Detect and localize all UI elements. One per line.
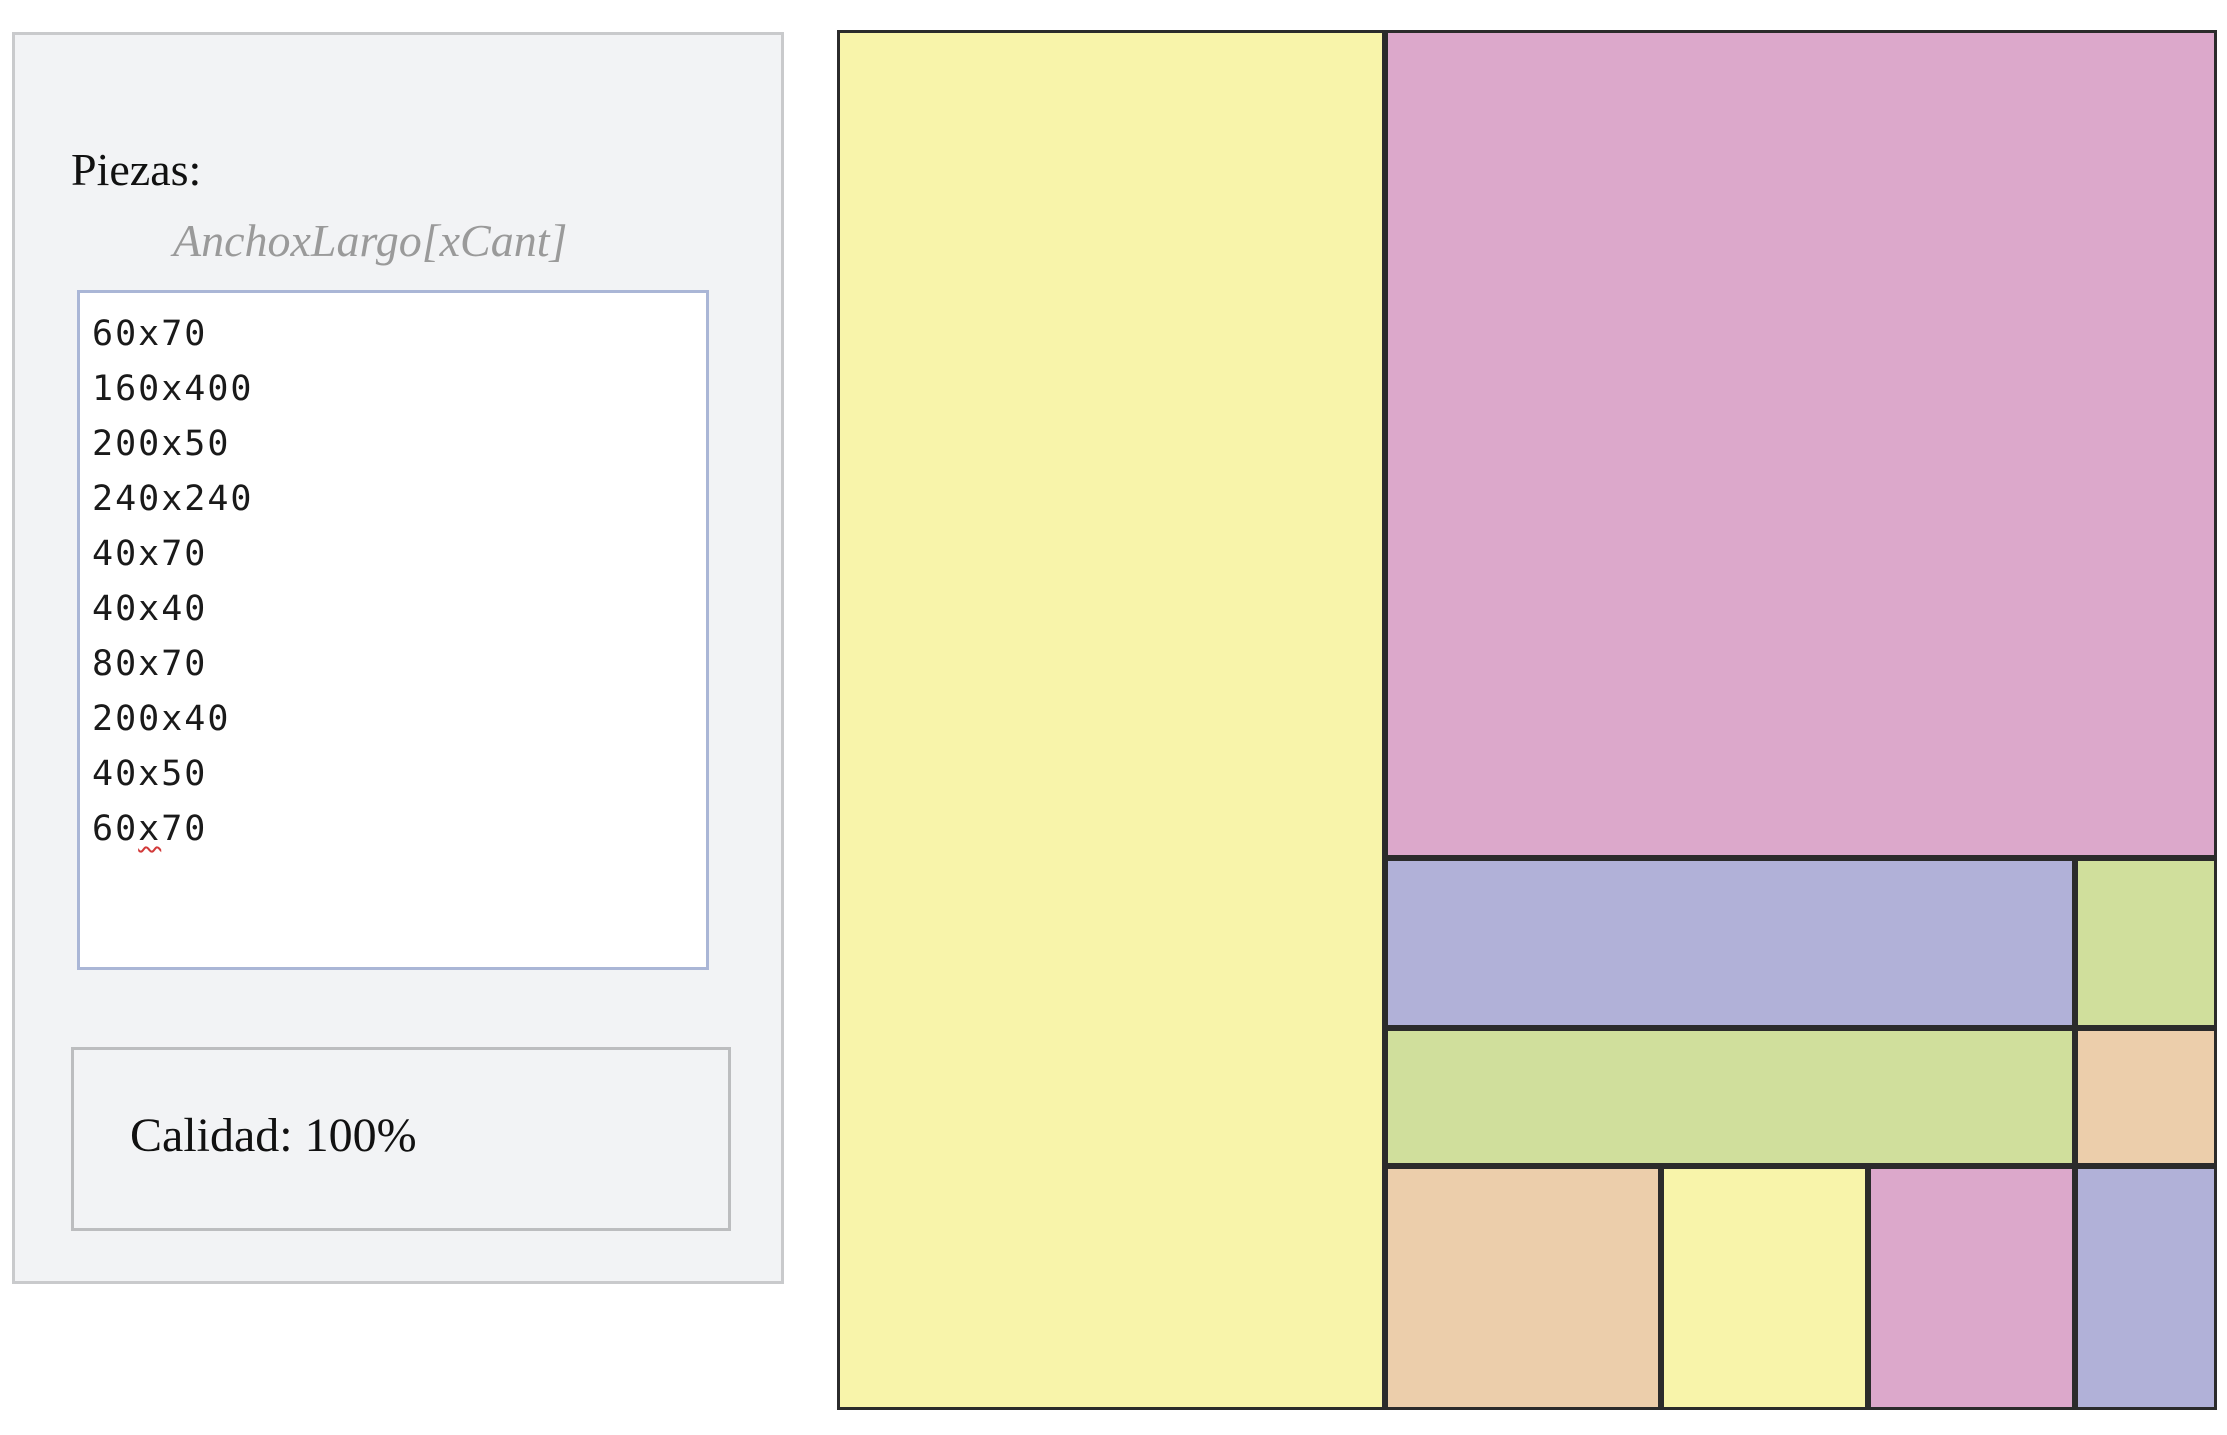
cutting-board: [837, 30, 2217, 1410]
piece-line: 80x70: [92, 644, 208, 684]
piece-160x400: [837, 30, 1385, 1410]
piece-line: 200x50: [92, 424, 231, 464]
quality-text: Calidad: 100%: [130, 1109, 417, 1162]
pieces-textarea[interactable]: 60x70 160x400 200x50 240x240 40x70 40x40…: [77, 290, 709, 970]
piece-line: 60x70: [92, 314, 208, 354]
piece-60x70-a: [1661, 1166, 1868, 1410]
pieces-panel: Piezas: AnchoxLargo[xCant] 60x70 160x400…: [12, 32, 784, 1284]
piece-line: 40x70: [92, 534, 208, 574]
piece-40x50: [2075, 858, 2217, 1028]
quality-box: Calidad: 100%: [71, 1047, 731, 1231]
piece-60x70-b: [1868, 1166, 2075, 1410]
piece-40x40: [2075, 1028, 2217, 1166]
piece-240x240: [1385, 30, 2217, 858]
piece-line: 200x40: [92, 699, 231, 739]
pieces-label: Piezas:: [71, 144, 202, 195]
piece-line: 240x240: [92, 479, 254, 519]
piece-80x70: [1385, 1166, 1661, 1410]
piece-200x50: [1385, 858, 2075, 1028]
piece-line: 160x400: [92, 369, 254, 409]
piece-line-spellcheck: 60x70: [92, 809, 208, 849]
pieces-format-hint: AnchoxLargo[xCant]: [173, 215, 568, 266]
piece-200x40: [1385, 1028, 2075, 1166]
piece-line: 40x40: [92, 589, 208, 629]
piece-40x70: [2075, 1166, 2217, 1410]
piece-line: 40x50: [92, 754, 208, 794]
